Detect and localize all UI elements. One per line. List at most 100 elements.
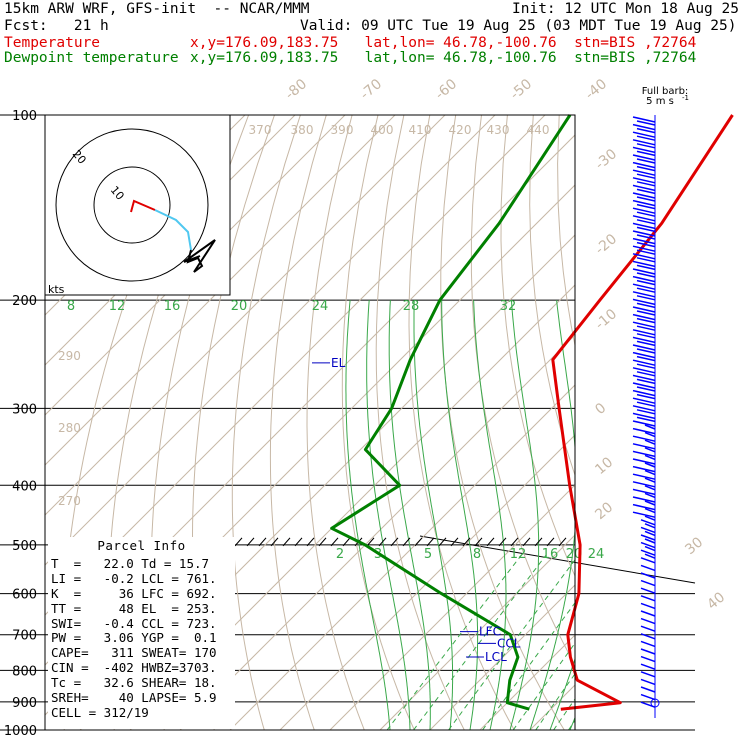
wind-barb-flag <box>636 333 656 339</box>
wind-barb-flag <box>636 211 656 217</box>
wind-barb <box>632 207 656 214</box>
dry-adiabat-label: 390 <box>331 123 354 137</box>
wind-barb-flag <box>636 219 656 225</box>
isotherm-label: -20 <box>592 231 620 258</box>
moist-adiabat-label: 24 <box>312 299 329 314</box>
wind-barb-flag <box>644 515 656 521</box>
moist-adiabat-label: 16 <box>164 299 181 314</box>
moist-adiabat-label: 32 <box>500 299 517 314</box>
wind-barb-flag <box>636 340 656 347</box>
wind-barb <box>632 389 656 397</box>
mixing-ratio-line <box>448 559 575 730</box>
wind-barb <box>632 139 656 146</box>
isotherm-label: -10 <box>592 306 620 333</box>
wind-barb <box>632 450 656 458</box>
header: 15km ARW WRF, GFS-init -- NCAR/MMM Init:… <box>0 0 740 70</box>
parcel-info-row: Tc = 32.6 SHEAR= 18. <box>51 675 217 691</box>
moist-adiabat-label: 20 <box>231 299 248 314</box>
hatch-mark <box>390 537 399 547</box>
pressure-label-200: 200 <box>12 294 37 309</box>
wind-barb <box>632 306 656 313</box>
wind-barb <box>632 169 656 176</box>
wind-barb <box>640 693 656 701</box>
mixing-ratio-line <box>568 719 575 730</box>
wind-barb-flag <box>636 287 656 293</box>
wind-barb-flag <box>636 264 656 271</box>
temperature-location: x,y=176.09,183.75 lat,lon= 46.78,-100.76… <box>190 35 697 51</box>
parcel-info-row: CAPE= 311 SWEAT= 170 <box>51 645 217 661</box>
wind-barb-flag <box>636 241 656 248</box>
wind-barb <box>632 344 656 351</box>
mixing-ratio-label: 12 <box>510 547 527 562</box>
pressure-label-900: 900 <box>12 696 37 711</box>
sounding-traces <box>330 114 734 711</box>
hatch-mark <box>402 537 411 547</box>
moist-adiabat <box>549 657 575 730</box>
hodograph-ring-inner <box>93 166 171 244</box>
parcel-info-panel: Parcel Info T = 22.0 Td = 15.7 LI = -0.2 … <box>48 537 235 729</box>
wind-barb <box>632 313 656 321</box>
hatch-mark <box>450 537 459 547</box>
isotherm <box>229 384 575 730</box>
wind-barb <box>640 519 656 526</box>
isotherm <box>680 115 740 730</box>
wind-barb-flag <box>636 310 656 316</box>
parcel-info-row: CELL = 312/19 <box>51 704 149 720</box>
wind-barb-flag <box>636 355 656 362</box>
wind-barb <box>640 663 656 670</box>
wind-barb-flag <box>636 363 656 369</box>
isotherm <box>45 115 346 416</box>
wind-barb-flag <box>636 279 656 286</box>
hatch-mark <box>486 537 495 547</box>
wind-barb-flag <box>636 203 656 210</box>
wind-barb <box>640 617 656 625</box>
annotation-ccl: CCL <box>497 636 521 650</box>
wind-barb <box>632 511 656 518</box>
wind-barb-flag <box>636 378 656 385</box>
wind-barb <box>632 161 656 169</box>
moist-adiabat <box>473 300 507 730</box>
wind-barb-flag <box>636 302 656 309</box>
isotherm <box>329 484 575 730</box>
wind-barb <box>632 405 656 412</box>
moist-adiabat-label: 28 <box>403 299 420 314</box>
hatch-mark <box>330 537 339 547</box>
pressure-label-600: 600 <box>12 588 37 603</box>
pressure-label-100: 100 <box>12 109 37 124</box>
wind-barb <box>640 572 656 579</box>
wind-barb <box>640 595 656 602</box>
wind-barb <box>640 671 656 678</box>
moist-adiabat <box>529 300 575 730</box>
wind-barb <box>632 397 656 404</box>
hatch-mark <box>378 537 387 547</box>
wind-barb-flag <box>644 447 656 453</box>
parcel-info-row: TT = 48 EL = 253. <box>51 600 217 616</box>
isotherm <box>580 115 740 730</box>
wind-barb-flag <box>636 386 656 392</box>
wind-barb <box>632 367 656 374</box>
wind-barb <box>632 298 656 306</box>
wind-barb <box>632 268 656 275</box>
hatch-mark <box>534 537 543 547</box>
wind-barb <box>640 602 656 610</box>
wind-barb <box>640 557 656 564</box>
wind-barb-flag <box>636 173 656 179</box>
dry-adiabat-label: 440 <box>527 123 550 137</box>
wind-barb-flag <box>636 325 656 331</box>
wind-barb-flag <box>636 181 656 187</box>
parcel-info-row: K = 36 LFC = 692. <box>51 585 217 601</box>
wind-barb <box>632 154 656 161</box>
wind-barb <box>632 199 656 207</box>
wind-barb <box>640 526 656 534</box>
wind-barb-flag <box>636 257 656 263</box>
dry-adiabat <box>269 115 327 730</box>
hatch-mark <box>438 537 447 547</box>
isotherm-label: 20 <box>592 499 616 523</box>
wind-barb <box>632 192 656 199</box>
isotherm <box>279 434 575 730</box>
dry-adiabat <box>500 115 575 578</box>
wind-barb <box>632 230 656 237</box>
hodograph-ring-outer <box>55 128 209 282</box>
wind-barb-flag <box>636 226 656 233</box>
dry-adiabat-label: 380 <box>291 123 314 137</box>
